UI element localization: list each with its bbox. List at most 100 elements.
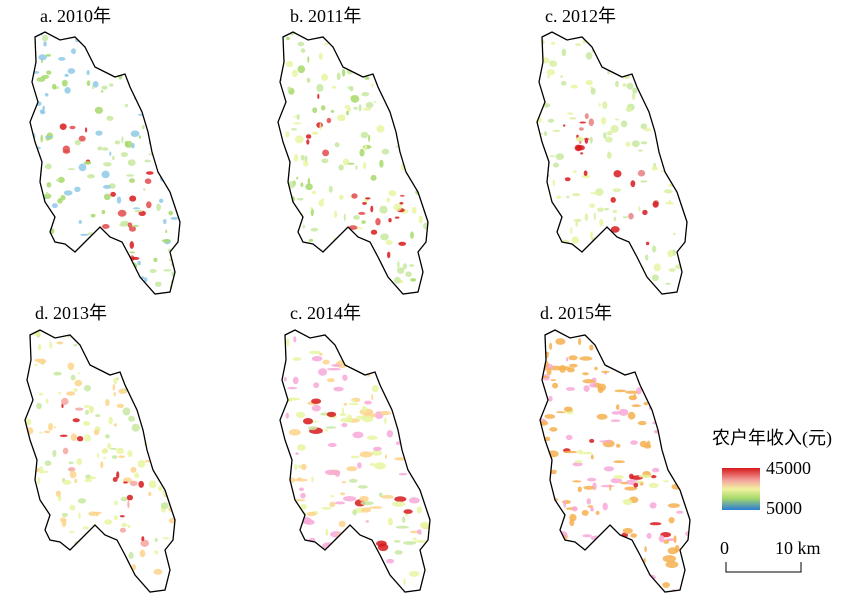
land-patch — [593, 34, 597, 38]
land-patch — [92, 258, 101, 263]
land-patch — [140, 347, 146, 353]
land-patch — [143, 188, 146, 191]
land-patch — [569, 519, 575, 527]
land-patch — [388, 190, 397, 197]
land-patch — [143, 414, 147, 420]
land-patch — [630, 281, 636, 288]
land-patch — [415, 393, 419, 402]
land-patch — [590, 556, 605, 564]
land-patches — [30, 32, 180, 294]
land-patch — [64, 73, 69, 77]
land-patch — [654, 352, 659, 356]
land-patch — [345, 540, 359, 547]
land-patch — [300, 48, 306, 53]
land-patch — [325, 426, 337, 429]
land-patches — [25, 330, 175, 592]
land-patch — [387, 517, 393, 526]
land-patch — [541, 244, 545, 252]
land-patch — [387, 251, 391, 259]
land-patch — [377, 571, 387, 578]
land-patch — [306, 139, 310, 145]
land-patch — [675, 114, 681, 120]
land-patch — [94, 511, 102, 515]
land-patch — [684, 103, 687, 111]
land-patch — [29, 562, 36, 568]
land-patch — [665, 93, 672, 99]
land-patch — [321, 73, 329, 81]
land-patch — [650, 475, 657, 479]
land-patch — [359, 148, 365, 157]
land-patch — [316, 83, 324, 92]
land-patch — [567, 112, 574, 115]
land-patch — [635, 51, 642, 57]
land-patch — [610, 419, 621, 422]
land-patch — [371, 393, 374, 401]
land-patch — [100, 583, 103, 591]
land-patch — [156, 203, 161, 211]
land-patch — [278, 175, 283, 181]
land-patch — [637, 278, 645, 285]
land-patch — [299, 487, 304, 492]
land-patch — [398, 55, 404, 59]
land-patch — [576, 262, 579, 269]
land-patch — [308, 238, 314, 242]
land-patch — [321, 506, 333, 510]
land-patch — [672, 103, 678, 111]
land-patch — [361, 220, 366, 224]
land-patch — [300, 492, 306, 499]
land-patch — [350, 95, 360, 103]
land-patch — [643, 353, 649, 358]
land-patch — [311, 131, 319, 135]
land-patch — [55, 179, 60, 182]
land-patch — [562, 500, 571, 504]
land-patch — [55, 490, 61, 497]
land-patch — [128, 275, 136, 283]
scale-bar: 0 10 km — [720, 538, 821, 573]
land-patch — [678, 122, 684, 131]
land-patch — [45, 398, 49, 404]
land-patch — [377, 578, 385, 585]
color-ramp — [722, 468, 760, 510]
land-patch — [599, 343, 614, 347]
land-patch — [144, 391, 150, 397]
land-patch — [147, 344, 154, 348]
land-patch — [646, 532, 652, 539]
land-patch — [371, 275, 378, 279]
land-patch — [356, 335, 367, 343]
land-patch — [76, 436, 84, 442]
land-patch — [33, 153, 36, 158]
land-patch — [74, 139, 81, 146]
land-patch — [331, 364, 342, 367]
land-patch — [418, 461, 430, 467]
land-patch — [339, 194, 344, 200]
land-patch — [680, 91, 686, 94]
land-patch — [87, 174, 95, 179]
land-patch — [552, 129, 561, 133]
land-patch — [163, 480, 170, 486]
land-patch — [598, 103, 601, 107]
land-patch — [639, 57, 643, 63]
land-patch — [563, 124, 566, 127]
land-patch — [645, 288, 651, 291]
land-patch — [160, 71, 167, 77]
land-patch — [127, 500, 130, 509]
land-patch — [129, 195, 137, 202]
land-patch — [603, 32, 609, 36]
land-patch — [278, 268, 287, 275]
land-patch — [682, 35, 687, 38]
land-patches — [540, 330, 690, 592]
land-patch — [627, 335, 635, 343]
land-patch — [542, 192, 545, 196]
land-patch — [144, 277, 148, 283]
land-patch — [607, 70, 610, 75]
land-patch — [408, 497, 420, 504]
land-patch — [638, 206, 641, 212]
land-patch — [337, 280, 344, 288]
land-patch — [347, 162, 355, 165]
land-patch — [537, 278, 542, 284]
land-patch — [68, 461, 74, 465]
land-patch — [624, 486, 638, 491]
land-patch — [379, 159, 384, 168]
land-patch — [405, 65, 414, 73]
land-patch — [337, 48, 347, 56]
